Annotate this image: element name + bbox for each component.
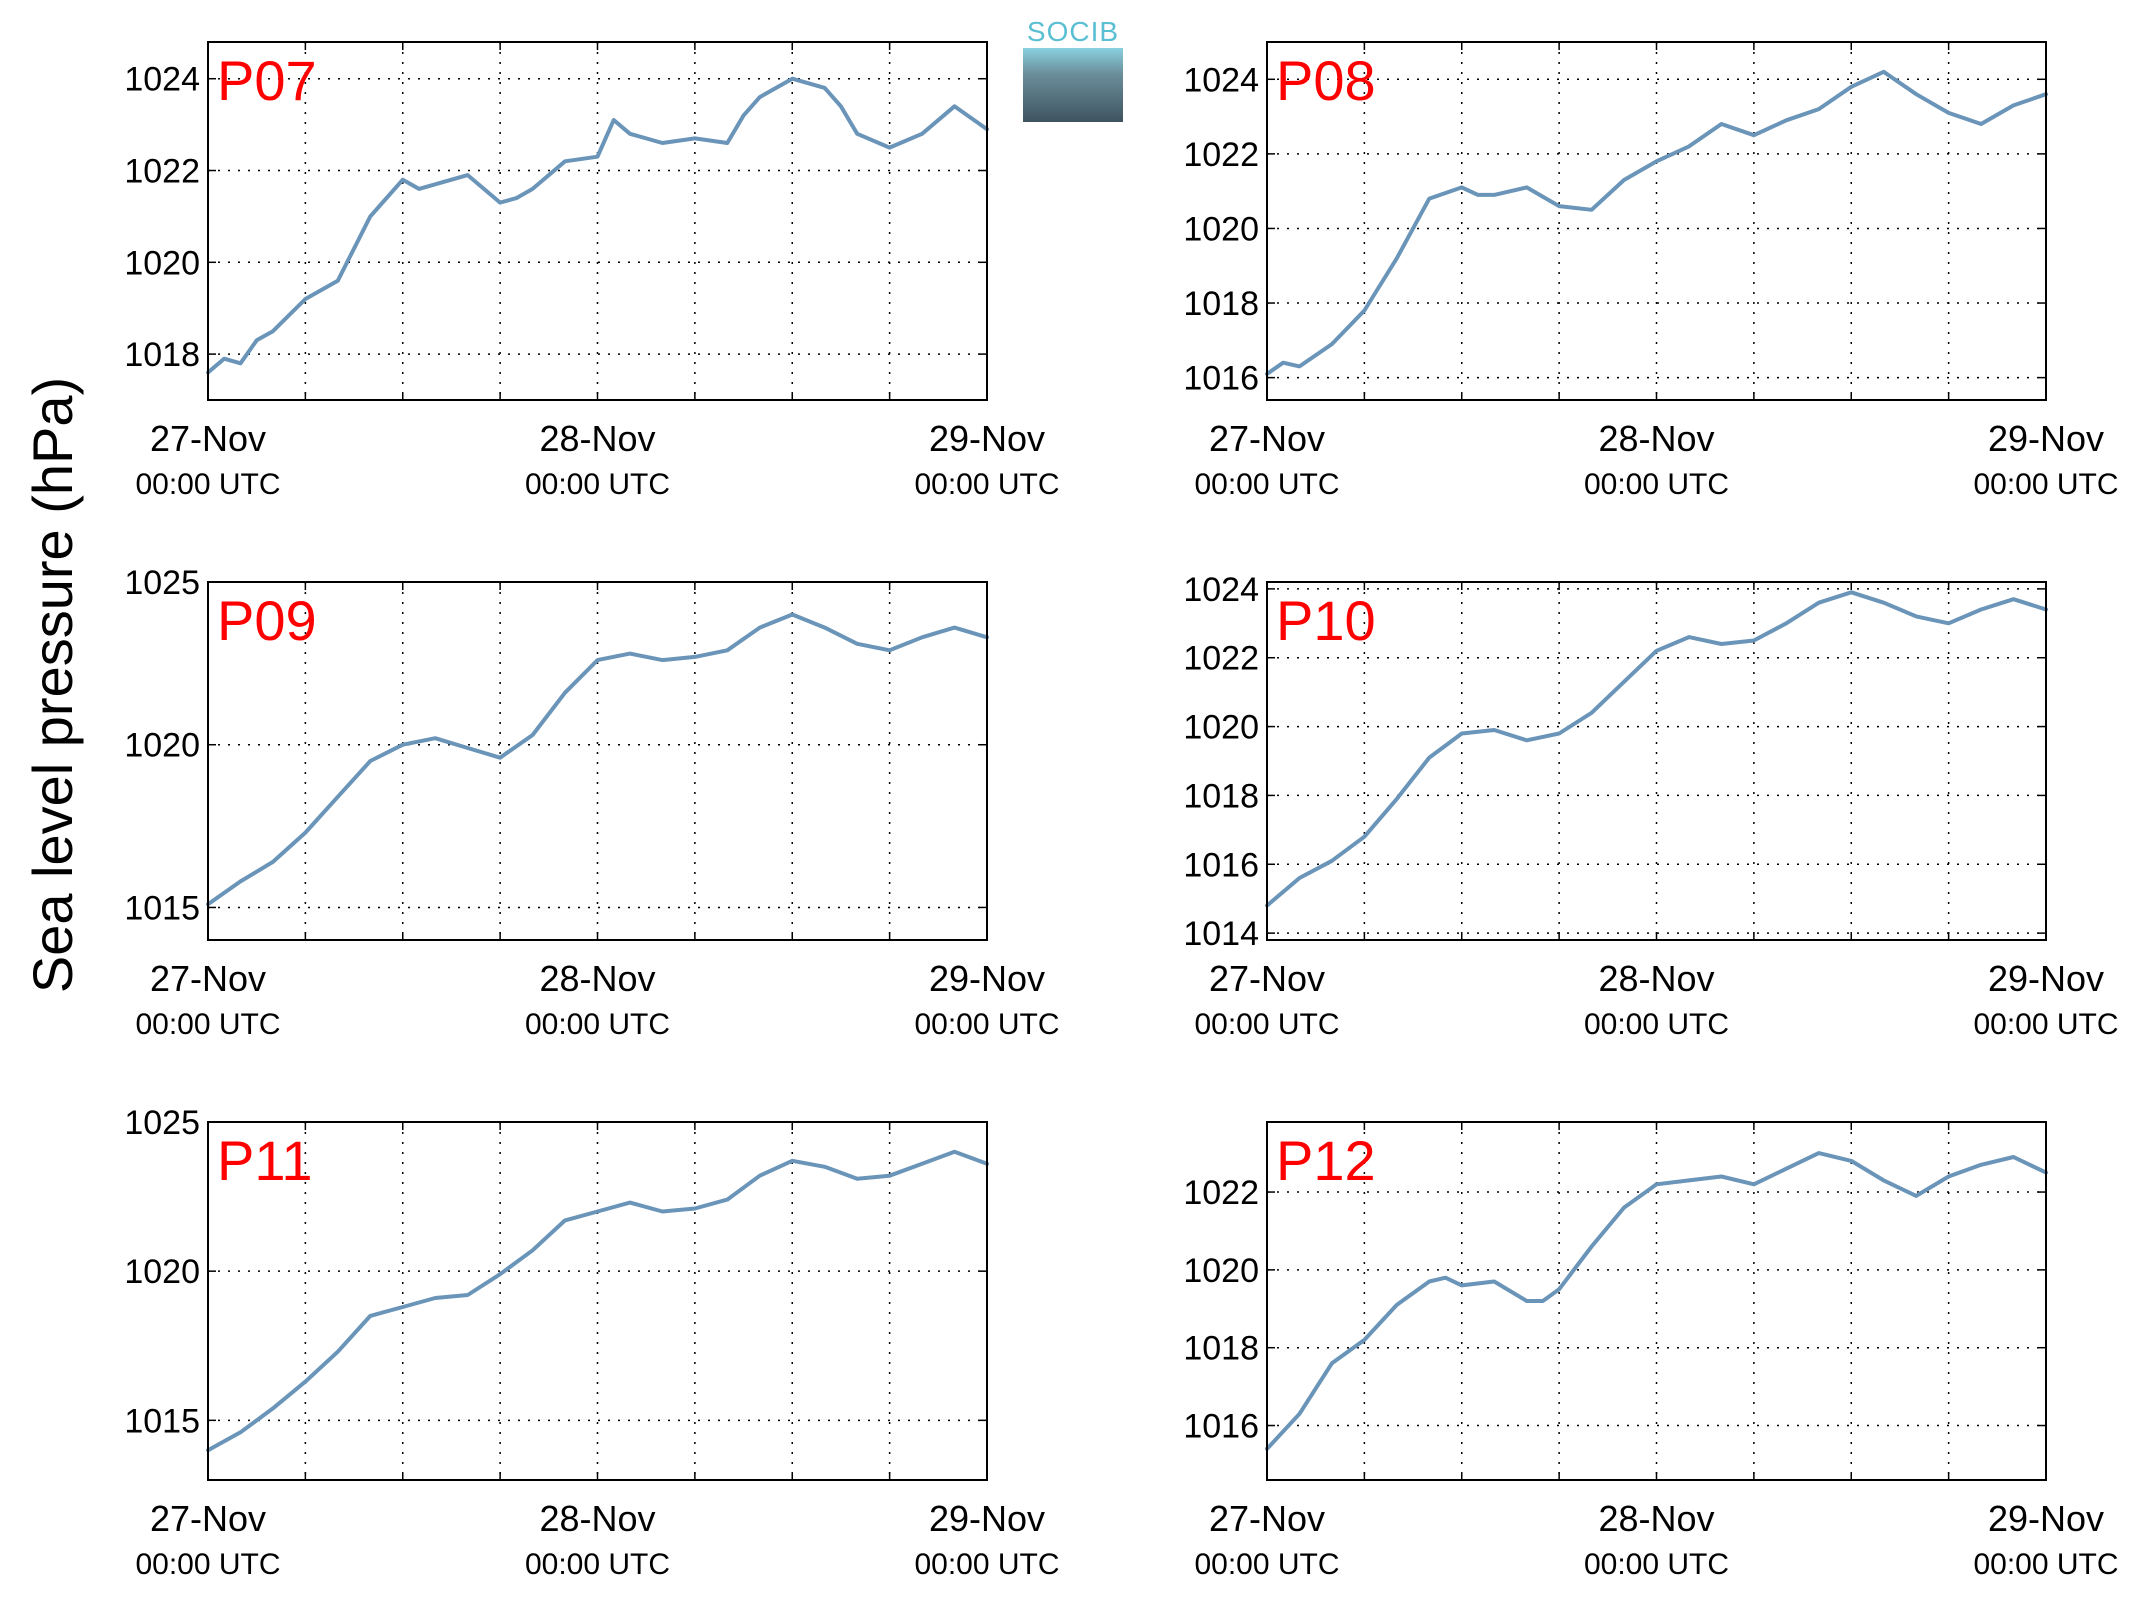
x-tick-time-label: 00:00 UTC [525,468,670,501]
panel-title: P12 [1276,1129,1376,1192]
x-tick-day-label: 27-Nov [150,418,266,459]
x-tick-day-label: 29-Nov [1988,958,2104,999]
x-tick-day-label: 29-Nov [929,418,1045,459]
logo-graphic [1023,48,1123,122]
x-tick-day-label: 27-Nov [150,1498,266,1539]
y-tick-label: 1024 [1183,61,1259,99]
y-tick-label: 1015 [124,889,200,927]
socib-logo: SOCIB [1023,16,1123,122]
x-tick-day-label: 28-Nov [539,418,655,459]
x-tick-day-label: 28-Nov [1598,958,1714,999]
x-tick-time-label: 00:00 UTC [914,1548,1059,1581]
x-tick-time-label: 00:00 UTC [1973,1008,2118,1041]
y-tick-label: 1025 [124,1104,200,1142]
x-tick-time-label: 00:00 UTC [1194,1548,1339,1581]
y-tick-label: 1024 [1183,571,1259,609]
chart-panel-p10: 1014 1016 1018 1020 1022 1024 27-Nov 00:00 UTC 2… [1183,571,2118,1041]
y-tick-label: 1016 [1183,360,1259,398]
plot-frame [1266,581,2047,941]
series-line [1265,69,2048,376]
series-line [1265,1151,2048,1451]
y-tick-label: 1018 [1183,777,1259,815]
y-tick-label: 1022 [1183,136,1259,174]
x-tick-day-label: 29-Nov [929,958,1045,999]
x-tick-day-label: 27-Nov [1209,1498,1325,1539]
chart-panels: 1018 1020 1022 1024 27-Nov 00:00 UTC 28-Nov 00:… [124,41,2119,1581]
x-tick-time-label: 00:00 UTC [1973,468,2118,501]
plot-frame [207,41,988,401]
y-tick-label: 1020 [1183,1252,1259,1290]
chart-panel-p07: 1018 1020 1022 1024 27-Nov 00:00 UTC 28-Nov 00:… [124,41,1060,501]
y-tick-label: 1022 [124,153,200,191]
y-tick-label: 1018 [1183,285,1259,323]
y-tick-label: 1022 [1183,640,1259,678]
logo-text: SOCIB [1026,16,1120,47]
x-tick-day-label: 28-Nov [1598,1498,1714,1539]
y-tick-label: 1014 [1183,915,1259,953]
plot-frame [1266,1121,2047,1481]
y-tick-label: 1018 [124,336,200,374]
y-tick-label: 1020 [124,1253,200,1291]
x-tick-time-label: 00:00 UTC [914,468,1059,501]
x-tick-time-label: 00:00 UTC [1584,1008,1729,1041]
x-tick-time-label: 00:00 UTC [1194,468,1339,501]
x-tick-day-label: 28-Nov [539,1498,655,1539]
x-tick-day-label: 28-Nov [539,958,655,999]
x-tick-day-label: 27-Nov [1209,418,1325,459]
series-line [206,612,989,907]
panel-title: P10 [1276,589,1376,652]
x-tick-time-label: 00:00 UTC [1584,1548,1729,1581]
x-tick-day-label: 29-Nov [1988,418,2104,459]
x-tick-time-label: 00:00 UTC [135,468,280,501]
plot-frame [1266,41,2047,401]
x-tick-time-label: 00:00 UTC [135,1548,280,1581]
chart-panel-p08: 1016 1018 1020 1022 1024 27-Nov 00:00 UTC 28-No… [1183,41,2119,501]
plot-frame [207,581,988,941]
y-tick-label: 1022 [1183,1174,1259,1212]
panel-title: P09 [217,589,317,652]
x-tick-time-label: 00:00 UTC [1584,468,1729,501]
y-tick-label: 1020 [1183,210,1259,248]
x-tick-day-label: 29-Nov [929,1498,1045,1539]
y-tick-label: 1020 [124,727,200,765]
x-tick-time-label: 00:00 UTC [1973,1548,2118,1581]
series-line [206,1149,989,1453]
series-line [1265,590,2048,908]
x-tick-time-label: 00:00 UTC [525,1008,670,1041]
x-tick-time-label: 00:00 UTC [525,1548,670,1581]
panel-title: P07 [217,49,317,112]
y-tick-label: 1020 [124,244,200,282]
x-tick-time-label: 00:00 UTC [1194,1008,1339,1041]
y-axis-label: Sea level pressure (hPa) [21,377,84,993]
x-tick-time-label: 00:00 UTC [914,1008,1059,1041]
x-tick-day-label: 27-Nov [1209,958,1325,999]
panel-title: P11 [217,1129,312,1192]
y-tick-label: 1020 [1183,709,1259,747]
y-tick-label: 1016 [1183,846,1259,884]
chart-panel-p11: 1015 1020 1025 27-Nov 00:00 UTC 28-Nov 00:00 U… [124,1104,1059,1581]
panel-title: P08 [1276,49,1376,112]
y-tick-label: 1018 [1183,1330,1259,1368]
plot-frame [207,1121,988,1481]
y-tick-label: 1025 [124,564,200,602]
series-line [206,76,989,375]
y-tick-label: 1016 [1183,1408,1259,1446]
x-tick-day-label: 29-Nov [1988,1498,2104,1539]
y-tick-label: 1015 [124,1402,200,1440]
x-tick-time-label: 00:00 UTC [135,1008,280,1041]
x-tick-day-label: 28-Nov [1598,418,1714,459]
y-tick-label: 1024 [124,61,200,99]
x-tick-day-label: 27-Nov [150,958,266,999]
chart-panel-p12: 1016 1018 1020 1022 27-Nov 00:00 UTC 28-Nov 00:… [1183,1121,2119,1581]
chart-panel-p09: 1015 1020 1025 27-Nov 00:00 UTC 28-Nov 00:00 U… [124,564,1059,1041]
